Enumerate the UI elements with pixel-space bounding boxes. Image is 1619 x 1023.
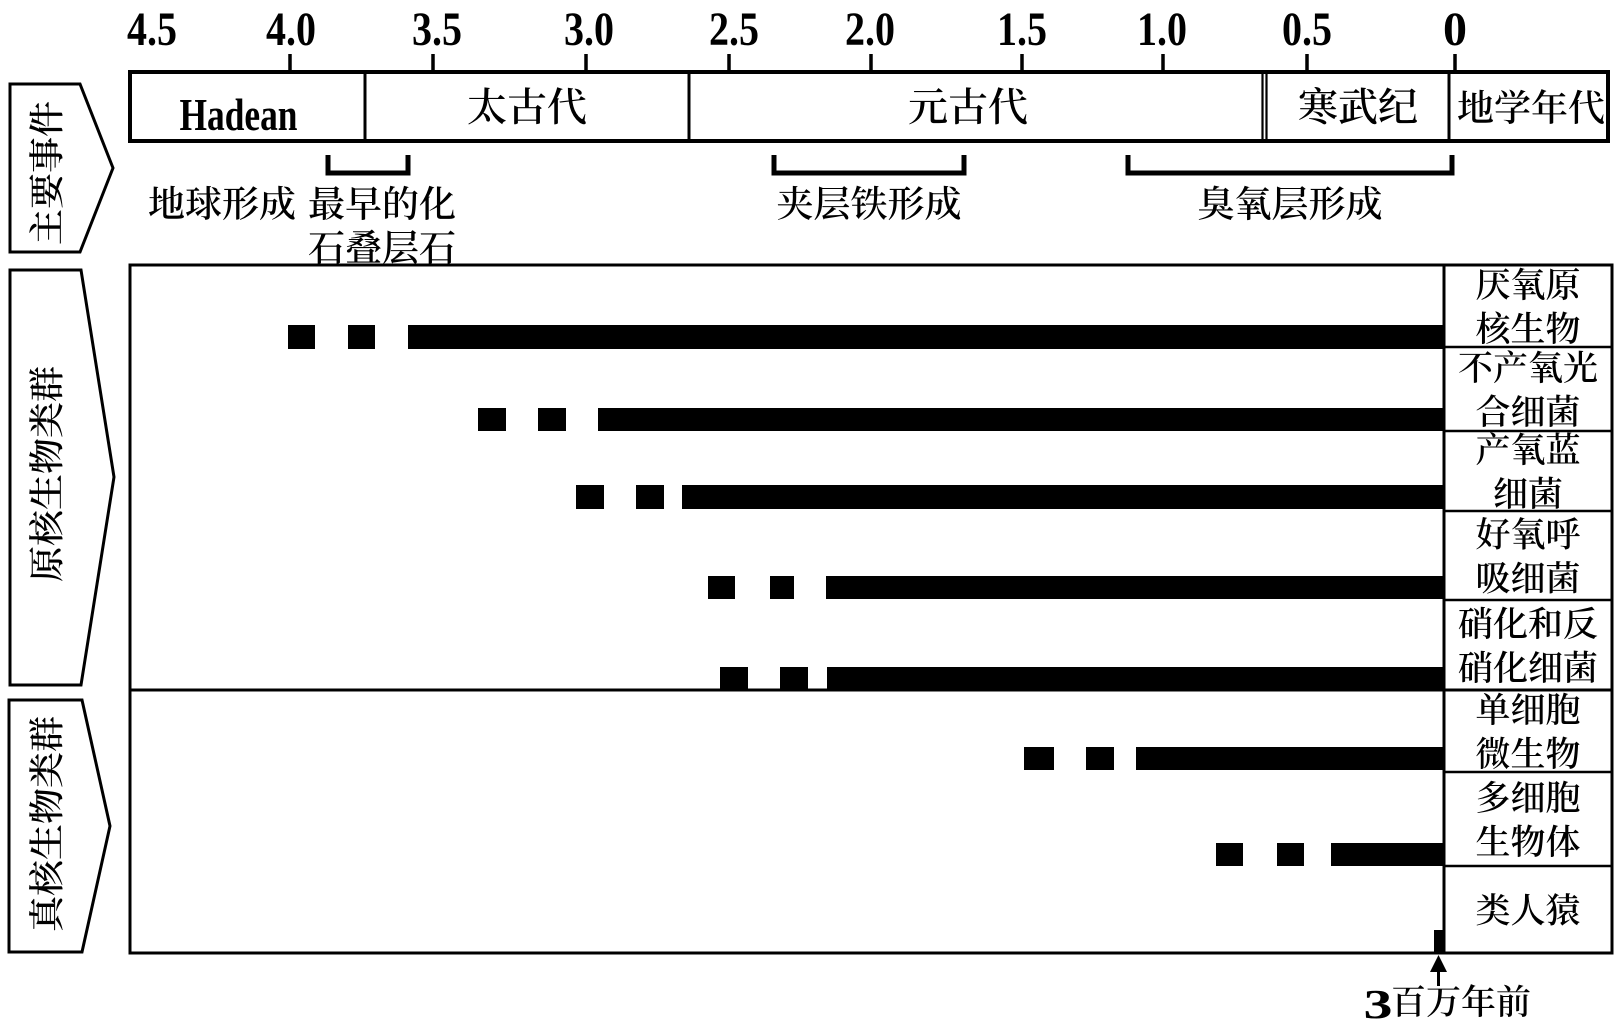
svg-text:4.0: 4.0 [266, 3, 316, 56]
svg-text:3.5: 3.5 [412, 3, 462, 56]
svg-text:2.5: 2.5 [709, 3, 759, 56]
svg-text:1.0: 1.0 [1137, 3, 1187, 56]
svg-text:1.5: 1.5 [997, 3, 1047, 56]
svg-text:3: 3 [1364, 981, 1393, 1023]
svg-text:2.0: 2.0 [845, 3, 895, 56]
svg-text:Hadean: Hadean [180, 89, 298, 140]
svg-text:4.5: 4.5 [127, 3, 177, 56]
svg-text:0: 0 [1443, 3, 1467, 56]
svg-text:3.0: 3.0 [564, 3, 614, 56]
svg-text:0.5: 0.5 [1282, 3, 1332, 56]
